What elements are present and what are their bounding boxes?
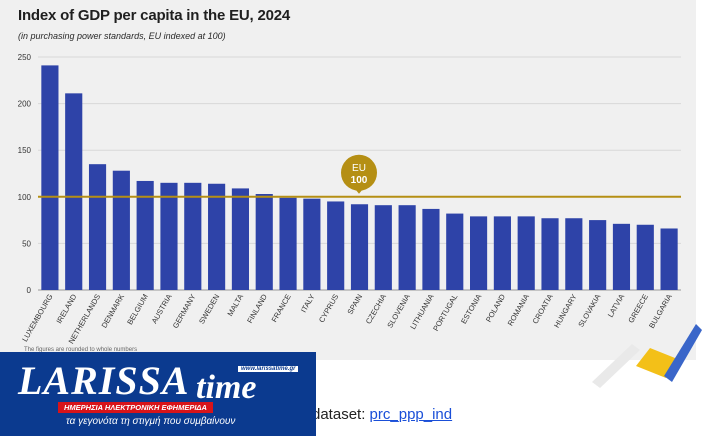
dataset-prefix: dataset: — [312, 406, 370, 423]
bar-italy — [303, 198, 321, 290]
logo-subtitle: τα γεγονότα τη στιγμή που συμβαίνουν — [66, 416, 236, 427]
bar-bulgaria — [660, 228, 678, 290]
x-tick-label: DENMARK — [100, 293, 127, 330]
bar-estonia — [470, 216, 488, 290]
bar-spain — [350, 204, 369, 290]
x-tick-label: CZECHIA — [364, 293, 388, 326]
bar-france — [279, 197, 297, 290]
dataset-link[interactable]: prc_ppp_ind — [369, 406, 453, 423]
y-tick-label: 100 — [18, 193, 32, 202]
bar-ireland — [65, 93, 83, 291]
x-tick-label: SPAIN — [345, 293, 364, 317]
bar-poland — [493, 216, 511, 290]
larissatime-logo[interactable]: LARISSA www.larissatime.gr time ΗΜΕΡΗΣΙΑ… — [0, 352, 316, 436]
x-tick-label: LITHUANIA — [408, 293, 435, 331]
logo-tagline: ΗΜΕΡΗΣΙΑ ΗΛΕΚΤΡΟΝΙΚΗ ΕΦΗΜΕΡΙΔΑ — [58, 402, 213, 413]
bar-finland — [255, 194, 273, 290]
x-tick-label: ROMANIA — [506, 293, 531, 328]
x-tick-label: POLAND — [484, 292, 508, 324]
x-tick-label: ITALY — [299, 293, 317, 315]
x-tick-label: MALTA — [225, 293, 245, 318]
chart-footnote: The figures are rounded to whole numbers — [24, 347, 138, 353]
x-tick-label: AUSTRIA — [150, 293, 174, 326]
bar-luxembourg — [41, 65, 59, 290]
y-tick-label: 200 — [18, 100, 32, 109]
bar-hungary — [565, 218, 583, 290]
bar-germany — [184, 182, 202, 290]
bar-czechia — [374, 205, 392, 290]
bar-malta — [231, 188, 249, 290]
x-tick-label: SLOVENIA — [385, 293, 412, 330]
bar-cyprus — [327, 201, 345, 290]
x-tick-label: CROATIA — [531, 293, 555, 326]
eu-badge — [341, 154, 377, 191]
x-tick-label: ESTONIA — [459, 293, 483, 326]
bar-latvia — [612, 223, 631, 290]
x-tick-label: LATVIA — [606, 293, 626, 319]
x-tick-label: PORTUGAL — [431, 293, 459, 333]
bar-sweden — [208, 183, 226, 290]
bar-croatia — [541, 218, 559, 290]
bar-romania — [517, 216, 535, 290]
y-tick-label: 50 — [22, 239, 31, 248]
x-tick-label: LUXEMBOURG — [20, 292, 55, 343]
bar-slovenia — [398, 205, 416, 290]
chart-title: Index of GDP per capita in the EU, 2024 — [18, 7, 291, 24]
x-tick-label: FRANCE — [270, 293, 293, 324]
y-tick-label: 250 — [18, 53, 32, 62]
y-tick-label: 0 — [27, 286, 32, 295]
eu-badge-label: EU — [352, 163, 366, 174]
bar-netherlands — [88, 164, 107, 290]
bar-greece — [636, 224, 654, 290]
eu-badge-value: 100 — [351, 175, 368, 186]
dataset-line: dataset: prc_ppp_ind — [312, 406, 452, 423]
bar-lithuania — [422, 208, 440, 290]
y-tick-label: 150 — [18, 146, 32, 155]
bar-portugal — [446, 213, 464, 290]
decorative-stripes-icon — [592, 324, 702, 388]
logo-time-text: time — [196, 369, 257, 406]
x-tick-label: CYPRUS — [317, 293, 340, 325]
logo-main-text: LARISSA — [18, 358, 190, 403]
bar-denmark — [112, 170, 130, 290]
bars-layer — [41, 65, 678, 291]
bar-austria — [160, 182, 178, 290]
chart-subtitle: (in purchasing power standards, EU index… — [18, 31, 226, 41]
bar-slovakia — [589, 220, 607, 290]
logo-url: www.larissatime.gr — [238, 366, 299, 372]
x-tick-label: FINLAND — [245, 292, 269, 325]
x-tick-label: SWEDEN — [197, 293, 221, 326]
x-tick-label: HUNGARY — [552, 293, 578, 330]
x-tick-label: IRELAND — [54, 292, 78, 325]
x-tick-label: GERMANY — [171, 293, 198, 330]
x-tick-label: BELGIUM — [125, 293, 150, 327]
bar-belgium — [136, 180, 154, 290]
